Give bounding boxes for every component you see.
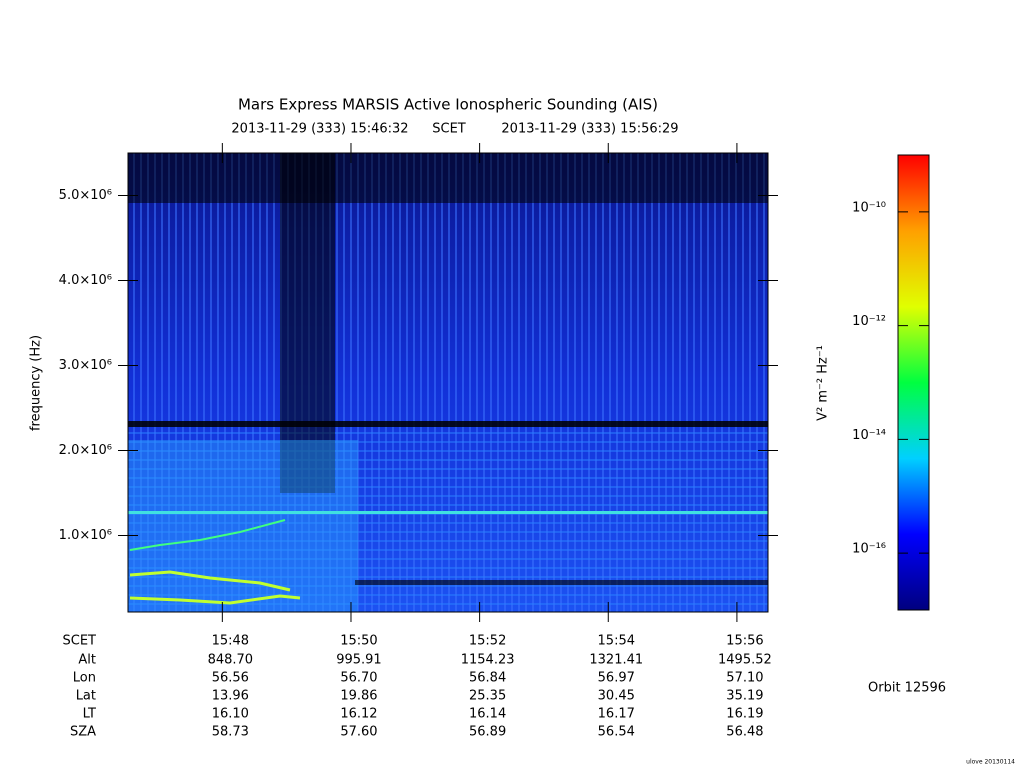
ephemeris-value: 13.96 (212, 689, 249, 704)
ephemeris-label: SZA (70, 725, 96, 740)
y-tick-label: 2.0×10⁶ (59, 443, 112, 458)
ephemeris-value: 16.19 (726, 707, 763, 722)
ephemeris-value: 56.89 (469, 725, 506, 740)
y-tick-label: 4.0×10⁶ (59, 273, 112, 288)
ephemeris-value: 35.19 (726, 689, 763, 704)
x-tick-label: 15:56 (726, 634, 763, 649)
colorbar-label: V² m⁻² Hz⁻¹ (816, 345, 831, 421)
x-tick-label: 15:50 (340, 634, 377, 649)
ephemeris-value: 16.14 (469, 707, 506, 722)
ephemeris-value: 995.91 (336, 653, 382, 668)
ephemeris-label: Lon (73, 671, 96, 686)
ephemeris-value: 16.10 (212, 707, 249, 722)
y-tick-label: 5.0×10⁶ (59, 188, 112, 203)
ephemeris-label: Alt (78, 653, 96, 668)
colorbar-tick-label: 10⁻¹⁶ (852, 542, 886, 557)
x-tick-label: 15:54 (598, 634, 635, 649)
plot-frame (127, 152, 769, 613)
orbit: Orbit 12596 (868, 681, 946, 696)
ephemeris-value: 19.86 (340, 689, 377, 704)
y-tick-label: 3.0×10⁶ (59, 358, 112, 373)
start-date: 2013-11-29 (333) 15:46:32 (231, 122, 408, 137)
x-tick-label: 15:52 (469, 634, 506, 649)
spectrogram (128, 153, 768, 612)
time-system: SCET (432, 122, 466, 137)
ephemeris-value: 57.60 (340, 725, 377, 740)
colorbar-tick-label: 10⁻¹² (852, 314, 886, 329)
ephemeris-value: 56.70 (340, 671, 377, 686)
y-axis-label: frequency (Hz) (29, 335, 44, 431)
ephemeris-label: Lat (76, 689, 96, 704)
ephemeris-value: 57.10 (726, 671, 763, 686)
ephemeris-value: 56.48 (726, 725, 763, 740)
footer: ulove 20130114 (966, 759, 1015, 766)
ephemeris-value: 16.17 (598, 707, 635, 722)
ephemeris-value: 1495.52 (718, 653, 772, 668)
ephemeris-value: 1154.23 (461, 653, 515, 668)
chart-title: Mars Express MARSIS Active Ionospheric S… (238, 96, 658, 114)
colorbar-tick-label: 10⁻¹⁴ (852, 428, 886, 443)
x-tick-label: 15:48 (212, 634, 249, 649)
ephemeris-value: 56.56 (212, 671, 249, 686)
colorbar-tick-label: 10⁻¹⁰ (852, 200, 886, 215)
ephemeris-value: 25.35 (469, 689, 506, 704)
end-date: 2013-11-29 (333) 15:56:29 (501, 122, 678, 137)
y-tick-label: 1.0×10⁶ (59, 528, 112, 543)
time-row-label: SCET (63, 634, 97, 649)
ephemeris-value: 1321.41 (589, 653, 643, 668)
ephemeris-value: 30.45 (598, 689, 635, 704)
ephemeris-value: 56.54 (598, 725, 635, 740)
ephemeris-value: 56.84 (469, 671, 506, 686)
ephemeris-value: 16.12 (340, 707, 377, 722)
ephemeris-value: 56.97 (598, 671, 635, 686)
ephemeris-label: LT (83, 707, 96, 722)
colorbar (897, 154, 930, 611)
ephemeris-value: 848.70 (208, 653, 254, 668)
ephemeris-value: 58.73 (212, 725, 249, 740)
